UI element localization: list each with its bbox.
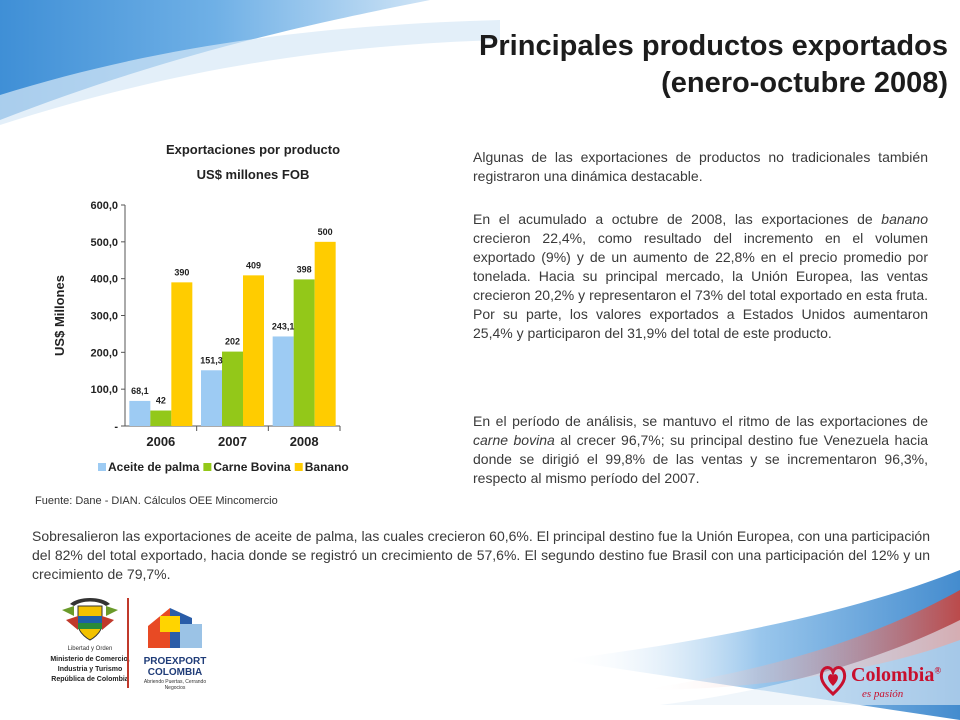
data-label: 500: [318, 227, 333, 237]
proexport-tagline: Abriendo Puertas, Cerrando Negocios: [143, 679, 207, 691]
paragraph-banano-a: En el acumulado a octubre de 2008, las e…: [473, 211, 882, 227]
legend-label: Banano: [305, 460, 349, 474]
bottom-light-swoosh: [660, 620, 960, 705]
chart-subtitle: US$ millones FOB: [196, 167, 310, 182]
colombia-brand-logo: Colombia® es pasión: [818, 658, 948, 708]
y-tick-label: 500,0: [90, 237, 118, 249]
paragraph-banano-em: banano: [881, 211, 928, 227]
data-label: 68,1: [131, 386, 149, 396]
bottom-red-swoosh: [640, 590, 960, 690]
paragraph-carne: En el período de análisis, se mantuvo el…: [473, 412, 928, 488]
colombia-tagline: es pasión: [862, 688, 904, 700]
data-label: 202: [225, 337, 240, 347]
ministry-logo: Libertad y Orden Ministerio de Comercio,…: [50, 596, 130, 691]
y-tick-label: 600,0: [90, 200, 118, 212]
colombia-brand-word: Colombia: [851, 664, 935, 686]
data-label: 390: [174, 267, 189, 277]
proexport-name: PROEXPORT: [143, 656, 207, 667]
paragraph-intro: Algunas de las exportaciones de producto…: [473, 149, 928, 184]
x-tick-label: 2006: [146, 434, 175, 449]
data-label: 243,1: [272, 321, 295, 331]
y-tick-label: 100,0: [90, 384, 118, 396]
legend-swatch: [203, 463, 212, 471]
proexport-logo: PROEXPORT COLOMBIA Abriendo Puertas, Cer…: [135, 600, 215, 691]
heart-brand-icon: [819, 666, 847, 696]
legend-swatch: [98, 463, 106, 471]
y-tick-label: -: [114, 421, 118, 433]
data-label: 409: [246, 260, 261, 270]
paragraph-aceite: Sobresalieron las exportaciones de aceit…: [32, 528, 930, 582]
ministry-line-1: Ministerio de Comercio,: [50, 656, 130, 663]
bar-1-2: [293, 279, 315, 426]
y-tick-label: 300,0: [90, 311, 118, 323]
coat-of-arms-icon: [62, 598, 118, 641]
paragraph-banano: En el acumulado a octubre de 2008, las e…: [473, 210, 928, 343]
bar-2-0: [171, 282, 193, 426]
bar-1-1: [222, 351, 243, 426]
bar-2-1: [243, 275, 264, 426]
chart-legend: Aceite de palma Carne Bovina Banano: [98, 460, 349, 474]
proexport-country: COLOMBIA: [147, 667, 203, 678]
x-tick-label: 2008: [290, 434, 319, 449]
bar-chart: - 100,0 200,0 300,0 400,0 500,0 600,0 US$ Millo…: [52, 200, 349, 474]
y-axis-label: US$ Millones: [52, 275, 67, 356]
bar-0-1: [201, 370, 222, 426]
y-tick-label: 400,0: [90, 274, 118, 286]
y-tick-label: 200,0: [90, 347, 118, 359]
proexport-mark-icon: [148, 608, 202, 648]
chart-title: Exportaciones por producto: [165, 142, 341, 157]
paragraph-carne-a: En el período de análisis, se mantuvo el…: [473, 413, 928, 429]
bar-0-0: [129, 400, 151, 426]
ministry-motto: Libertad y Orden: [67, 646, 113, 652]
source-note: Fuente: Dane - DIAN. Cálculos OEE Mincom…: [35, 495, 278, 507]
data-label: 398: [297, 264, 312, 274]
bar-0-2: [272, 336, 294, 426]
data-label: 151,3: [200, 355, 223, 365]
legend-label: Aceite de palma: [108, 460, 200, 474]
chart-bars: [129, 241, 336, 426]
top-blue-swoosh: [0, 0, 430, 120]
bar-2-2: [314, 241, 336, 426]
top-light-swoosh: [0, 20, 500, 125]
data-label: 42: [156, 396, 166, 406]
colombia-reg-mark: ®: [934, 665, 942, 676]
paragraph-banano-b: crecieron 22,4%, como resultado del incr…: [473, 230, 928, 341]
ministry-line-2: Industria y Turismo: [57, 666, 123, 673]
chart-axes: - 100,0 200,0 300,0 400,0 500,0 600,0 US$ Millo…: [52, 200, 341, 449]
logo-divider: [127, 598, 129, 688]
bar-1-0: [150, 410, 172, 426]
legend-swatch: [294, 463, 303, 471]
colombia-brand-name: Colombia®: [851, 664, 941, 687]
ministry-line-3: República de Colombia: [51, 676, 129, 683]
legend-label: Carne Bovina: [213, 460, 291, 474]
paragraph-carne-em: carne bovina: [473, 432, 555, 448]
paragraph-carne-b: al crecer 96,7%; su principal destino fu…: [473, 432, 929, 486]
x-tick-label: 2007: [218, 434, 247, 449]
page-title-line-2: (enero-octubre 2008): [661, 67, 948, 99]
page-title-line-1: Principales productos exportados: [479, 30, 948, 62]
